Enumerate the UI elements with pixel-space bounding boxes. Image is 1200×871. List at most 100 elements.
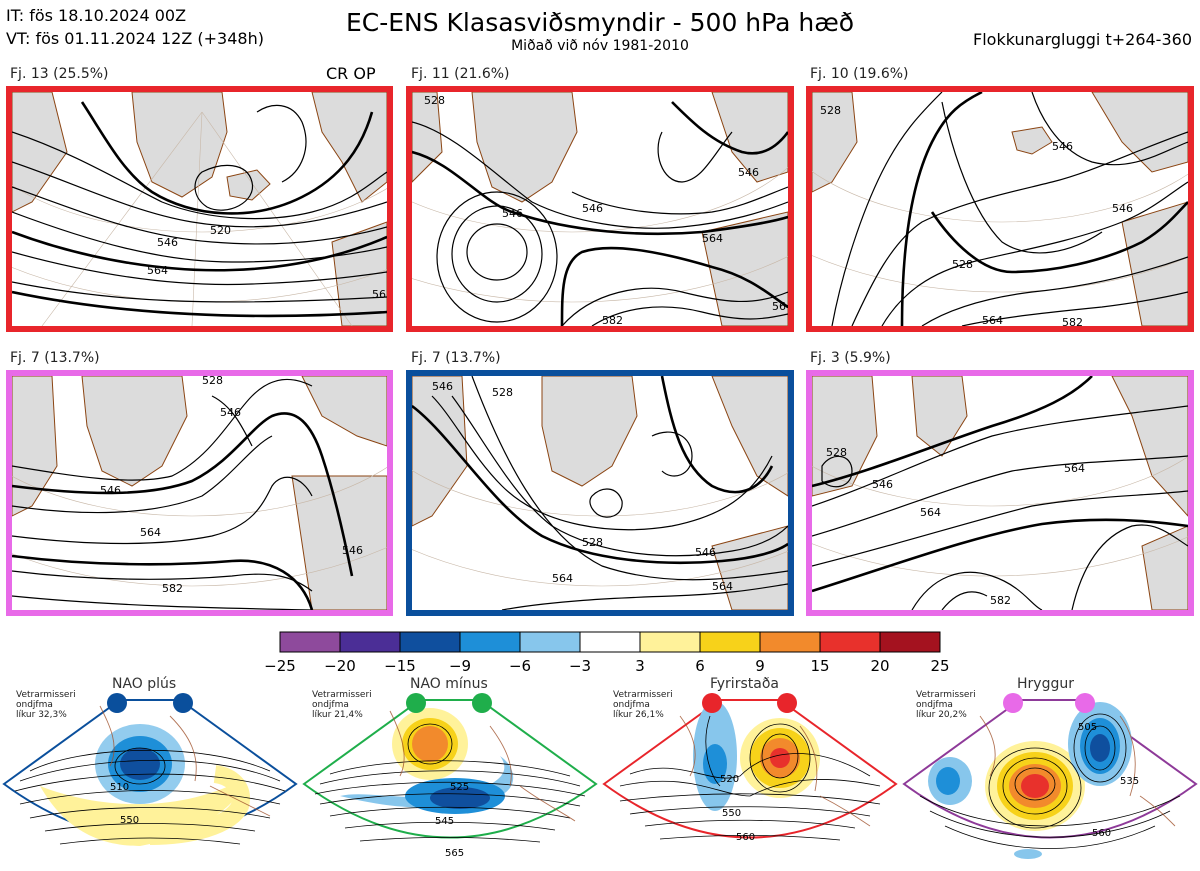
colorbar-cells (279, 631, 941, 653)
colorbar-cell (579, 631, 641, 653)
valid-time: VT: fös 01.11.2024 12Z (+348h) (6, 29, 264, 48)
colorbar-cell (819, 631, 881, 653)
colorbar-tick-label: 20 (870, 657, 889, 675)
regime-1-title: NAO plús (112, 676, 177, 692)
panel-1-tag: CR OP (326, 64, 376, 83)
regime-note-line: líkur 26,1% (613, 710, 664, 720)
greenland-land (812, 376, 878, 497)
contour-label: 564 (140, 526, 161, 539)
regime-contour-label: 535 (1120, 776, 1139, 787)
regime-4-dot-right (1075, 693, 1095, 713)
regime-note-line: Vetrarmisseri (16, 690, 76, 700)
cluster-map-1: 520 546 564 56 (12, 92, 387, 326)
regime-3-title: Fyrirstaða (710, 676, 779, 692)
page-title: EC-ENS Klasasviðsmyndir - 500 hPa hæð (345, 8, 855, 37)
regime-contour-label: 550 (120, 815, 139, 826)
regime-contour-label: 510 (110, 782, 129, 793)
iceland-land (1011, 126, 1053, 155)
europe-land (331, 221, 387, 326)
scandinavia-land (711, 92, 788, 183)
scandinavia-land (301, 376, 387, 447)
contour-label: 564 (920, 506, 941, 519)
colorbar-cell (759, 631, 821, 653)
regime-2-note: Vetrarmisseri ondjfma líkur 21,4% (312, 690, 372, 720)
panel-5-label: Fj. 7 (13.7%) (411, 350, 501, 366)
scandinavia-land (711, 376, 788, 497)
cluster-map-panel-6[interactable]: 528 546 564 564 582 (806, 370, 1194, 616)
regime-note-line: Vetrarmisseri (312, 690, 372, 700)
cluster-map-panel-3[interactable]: 528 546 546 528 564 582 (806, 86, 1194, 332)
greenland-land (541, 376, 638, 487)
regime-contour-label: 560 (736, 832, 755, 843)
colorbar-cell (459, 631, 521, 653)
greenland-land (812, 92, 858, 193)
cluster-map-panel-2[interactable]: 528 546 546 546 564 564 582 (406, 86, 794, 332)
regime-1-dot-left (107, 693, 127, 713)
panel-2-label: Fj. 11 (21.6%) (411, 66, 510, 82)
contour-label: 564 (552, 572, 573, 585)
cluster-map-2: 528 546 546 546 564 564 582 (412, 92, 788, 326)
cluster-map-panel-5[interactable]: 528 546 528 546 564 564 (406, 370, 794, 616)
colorbar-tick-label: 6 (695, 657, 705, 675)
contour-label: 528 (952, 258, 973, 271)
regime-note-line: ondjfma (16, 700, 53, 710)
contour-label: 528 (492, 386, 513, 399)
contour-label: 520 (210, 224, 231, 237)
regime-note-line: ondjfma (613, 700, 650, 710)
contour-label: 528 (582, 536, 603, 549)
colorbar-tick-label: −6 (509, 657, 531, 675)
colorbar-cell (519, 631, 581, 653)
colorbar-tick-label: 3 (635, 657, 645, 675)
cluster-map-panel-1[interactable]: 520 546 564 56 (6, 86, 393, 332)
contour-label: 546 (1112, 202, 1133, 215)
contour-label: 546 (1052, 140, 1073, 153)
contour-label: 546 (220, 406, 241, 419)
contour-label: 564 (712, 580, 733, 593)
regime-note-line: Vetrarmisseri (916, 690, 976, 700)
contour-label: 546 (502, 207, 523, 220)
contour-label: 582 (990, 594, 1011, 607)
colorbar-tick-label: 15 (810, 657, 829, 675)
cluster-map-3: 528 546 546 528 564 582 (812, 92, 1188, 326)
contour-label: 528 (820, 104, 841, 117)
europe-land (291, 475, 387, 610)
regime-4-title: Hryggur (1017, 676, 1074, 692)
regime-contour-label: 565 (445, 848, 464, 859)
contour-label: 528 (202, 376, 223, 387)
contour-label: 564 (702, 232, 723, 245)
scandinavia-land (311, 92, 387, 203)
regime-contour-label: 520 (720, 774, 739, 785)
colorbar-tick-label: 25 (930, 657, 949, 675)
colorbar-cell (879, 631, 941, 653)
regime-3-dot-left (702, 693, 722, 713)
contour-label: 582 (1062, 316, 1083, 326)
cluster-map-4: 528 546 546 564 582 546 (12, 376, 387, 610)
regime-2-dot-right (472, 693, 492, 713)
regime-contour-label: 560 (1092, 828, 1111, 839)
colorbar-tick-label: −9 (449, 657, 471, 675)
contour-label: 546 (872, 478, 893, 491)
regime-3-note: Vetrarmisseri ondjfma líkur 26,1% (613, 690, 673, 720)
contour-label: 582 (162, 582, 183, 595)
colorbar-tick-label: −25 (264, 657, 296, 675)
contour-label: 564 (772, 300, 788, 313)
regime-note-line: líkur 21,4% (312, 710, 363, 720)
contour-label: 546 (157, 236, 178, 249)
panel-6-label: Fj. 3 (5.9%) (810, 350, 891, 366)
regime-1-map: 510 550 (2, 699, 298, 846)
colorbar-tick-label: −20 (324, 657, 356, 675)
colorbar-tick-label: −15 (384, 657, 416, 675)
regime-2-dot-left (406, 693, 426, 713)
contour-label: 56 (372, 288, 386, 301)
cluster-map-5: 528 546 528 546 564 564 (412, 376, 788, 610)
regime-contour-label: 525 (450, 782, 469, 793)
regime-2-title: NAO mínus (410, 676, 488, 692)
regime-note-line: ondjfma (312, 700, 349, 710)
regime-1-note: Vetrarmisseri ondjfma líkur 32,3% (16, 690, 76, 720)
colorbar-cell (339, 631, 401, 653)
cluster-map-panel-4[interactable]: 528 546 546 564 582 546 (6, 370, 393, 616)
contour-label: 528 (424, 94, 445, 107)
europe-land (701, 211, 788, 326)
regime-3-dot-right (777, 693, 797, 713)
regime-1-dot-right (173, 693, 193, 713)
